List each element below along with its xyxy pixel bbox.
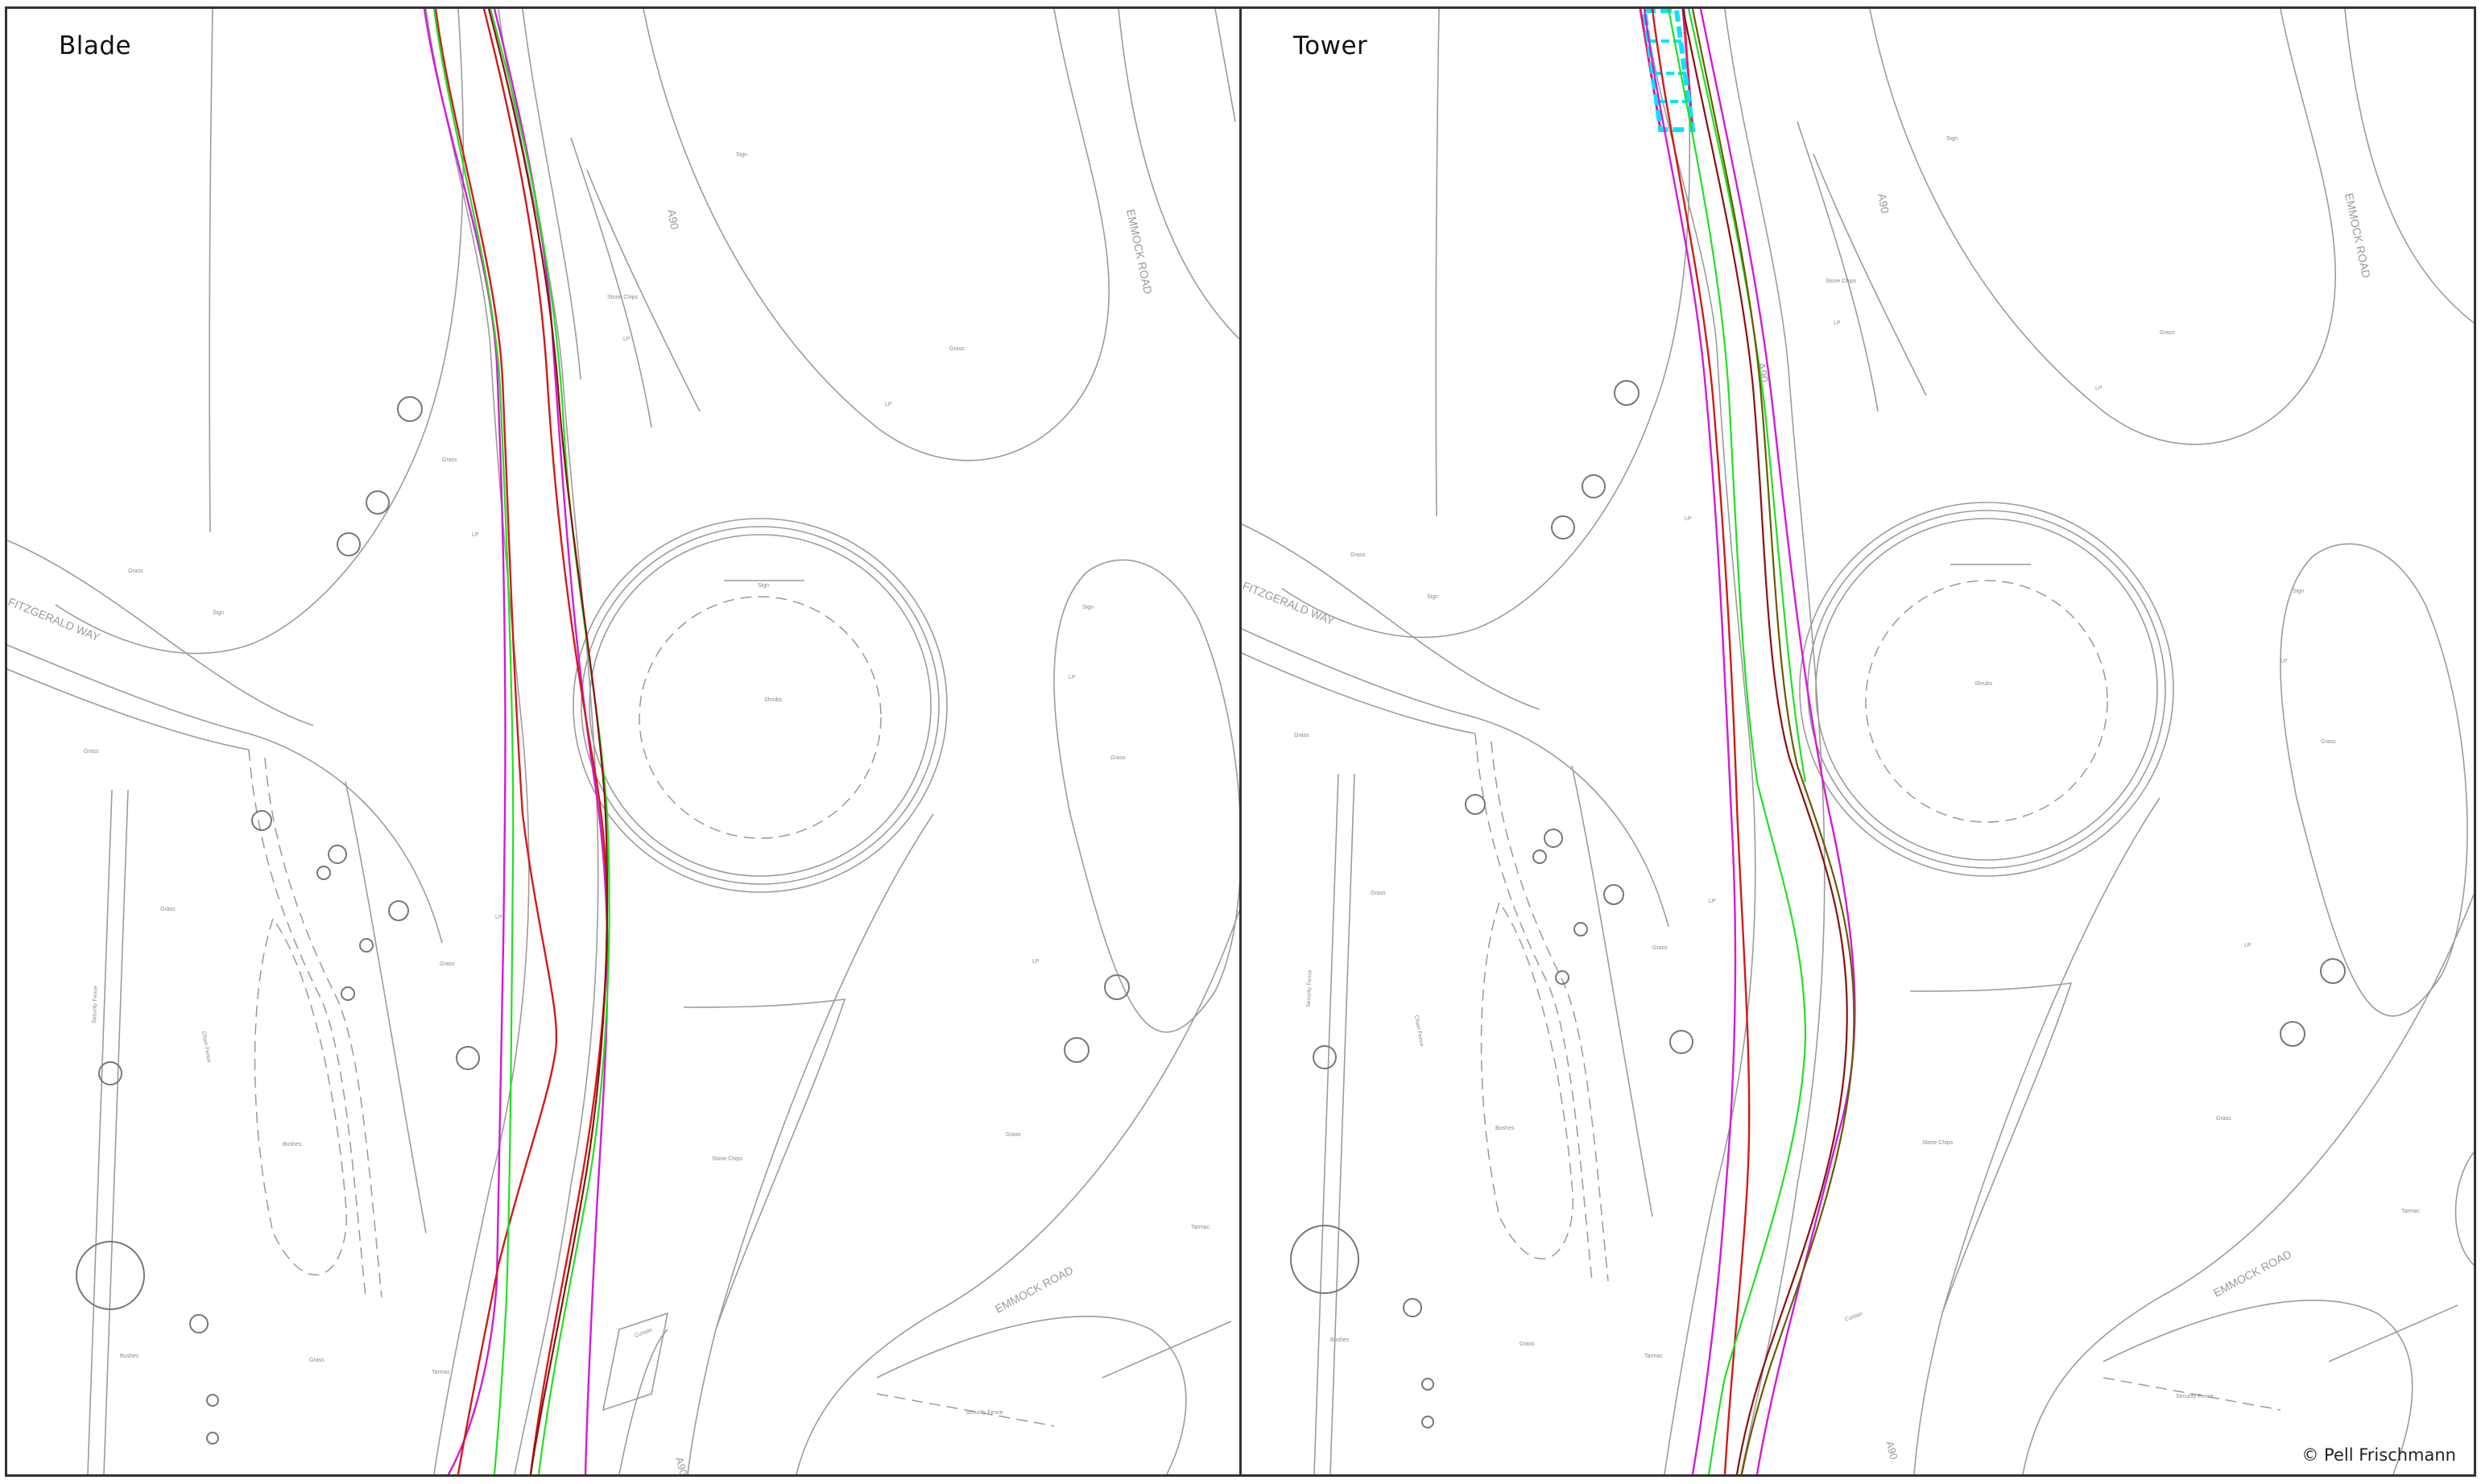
- label-grass: Grass: [84, 749, 99, 754]
- label-tarmac: Tarmac: [1191, 1225, 1209, 1230]
- label-sign: Sign: [758, 583, 769, 589]
- label-grass: Grass: [1110, 755, 1126, 761]
- label-lamp-post: LP: [2244, 943, 2252, 949]
- route-line-magenta: [1699, 9, 1856, 1474]
- swept-path-overlay: [1639, 9, 1856, 1474]
- label-lamp-post: LP: [1069, 675, 1076, 680]
- label-grass: Grass: [1371, 891, 1386, 896]
- label-bushes: Bushes: [1495, 1126, 1515, 1131]
- route-line-magenta: [493, 9, 609, 1474]
- label-sign: Sign: [213, 610, 224, 616]
- label-tarmac: Tarmac: [2401, 1209, 2420, 1214]
- label-a90: A90: [1875, 192, 1892, 215]
- label-bushes: Bushes: [120, 1354, 139, 1359]
- label-grass: Grass: [2216, 1116, 2231, 1122]
- label-security-fence: Security Fence: [2176, 1394, 2214, 1399]
- label-grass: Grass: [440, 961, 455, 967]
- label-stone-chips: Stone Chips: [1922, 1140, 1954, 1146]
- label-grass: Grass: [1520, 1341, 1535, 1347]
- label-lamp-post: LP: [1685, 516, 1692, 522]
- route-line-olive: [1691, 9, 1855, 1474]
- label-grass: Grass: [1006, 1132, 1021, 1138]
- label-grass: Grass: [442, 457, 457, 463]
- label-lamp-post: LP: [623, 337, 631, 342]
- panel-title: Blade: [59, 31, 132, 60]
- map-panel-tower: Tower: [1239, 6, 2476, 1477]
- label-grass: Grass: [1294, 733, 1309, 738]
- label-lamp-post: LP: [495, 915, 502, 920]
- label-shrubs: Shrubs: [1974, 681, 1993, 687]
- route-line-darkred: [1681, 9, 1848, 1474]
- route-line-magenta: [423, 9, 507, 1474]
- route-line-darkred: [487, 9, 609, 1474]
- label-grass: Grass: [160, 907, 176, 912]
- label-grass: Grass: [309, 1358, 325, 1363]
- label-shrubs: Shrubs: [764, 697, 783, 703]
- label-sign: Sign: [1427, 594, 1438, 600]
- label-grass: Grass: [2321, 739, 2336, 745]
- label-bushes: Bushes: [1330, 1337, 1350, 1343]
- copyright-notice: © Pell Frischmann: [2301, 1445, 2456, 1465]
- label-security-fence: Security Fence: [966, 1410, 1003, 1416]
- label-sign: Sign: [1946, 136, 1958, 142]
- label-a90: A90: [665, 209, 681, 231]
- label-lamp-post: LP: [885, 402, 892, 407]
- label-sign: Sign: [2293, 589, 2304, 594]
- route-line-green: [432, 9, 515, 1474]
- label-sign: Sign: [1082, 605, 1094, 610]
- route-line-green: [489, 9, 610, 1474]
- route-line-red: [1651, 9, 1751, 1474]
- label-tarmac: Tarmac: [1644, 1354, 1663, 1359]
- route-line-green: [1667, 9, 1807, 1474]
- label-sign: Sign: [736, 152, 747, 158]
- vehicle-envelope: [1641, 9, 1696, 132]
- label-bushes: Bushes: [283, 1142, 302, 1147]
- route-line-red: [482, 9, 609, 1474]
- label-lamp-post: LP: [1032, 959, 1040, 965]
- route-line-green: [1687, 9, 1807, 783]
- label-grass: Grass: [2160, 330, 2175, 336]
- label-lamp-post: LP: [1834, 320, 1841, 326]
- label-lamp-post: LP: [472, 532, 479, 538]
- map-panel-blade: Blade: [5, 6, 1242, 1477]
- panel-title: Tower: [1293, 31, 1368, 60]
- label-lamp-post: LP: [2280, 659, 2288, 664]
- label-lamp-post: LP: [2095, 386, 2103, 391]
- label-security-fence: Security Fence: [92, 986, 99, 1023]
- label-lamp-post: LP: [1709, 899, 1716, 904]
- label-grass: Grass: [949, 346, 965, 352]
- swept-path-overlay: [423, 9, 610, 1474]
- label-grass: Grass: [1652, 945, 1668, 951]
- label-stone-chips: Stone Chips: [712, 1156, 743, 1162]
- label-grass: Grass: [128, 568, 143, 574]
- label-security-fence: Security Fence: [1306, 969, 1313, 1007]
- label-a90-lower: A90: [673, 1456, 689, 1474]
- label-stone-chips: Stone Chips: [607, 295, 639, 300]
- label-stone-chips: Stone Chips: [1826, 279, 1857, 284]
- base-map: A90 EMMOCK ROAD EMMOCK ROAD FITZGERALD W…: [7, 9, 1239, 1474]
- base-map: A90 A90 EMMOCK ROAD EMMOCK ROAD FITZGERA…: [1242, 9, 2474, 1474]
- label-grass: Grass: [1350, 552, 1366, 558]
- route-line-magenta: [1643, 9, 1737, 1474]
- label-tarmac: Tarmac: [432, 1370, 450, 1375]
- route-line-red: [434, 9, 558, 1474]
- label-a90-lower: A90: [1883, 1440, 1900, 1461]
